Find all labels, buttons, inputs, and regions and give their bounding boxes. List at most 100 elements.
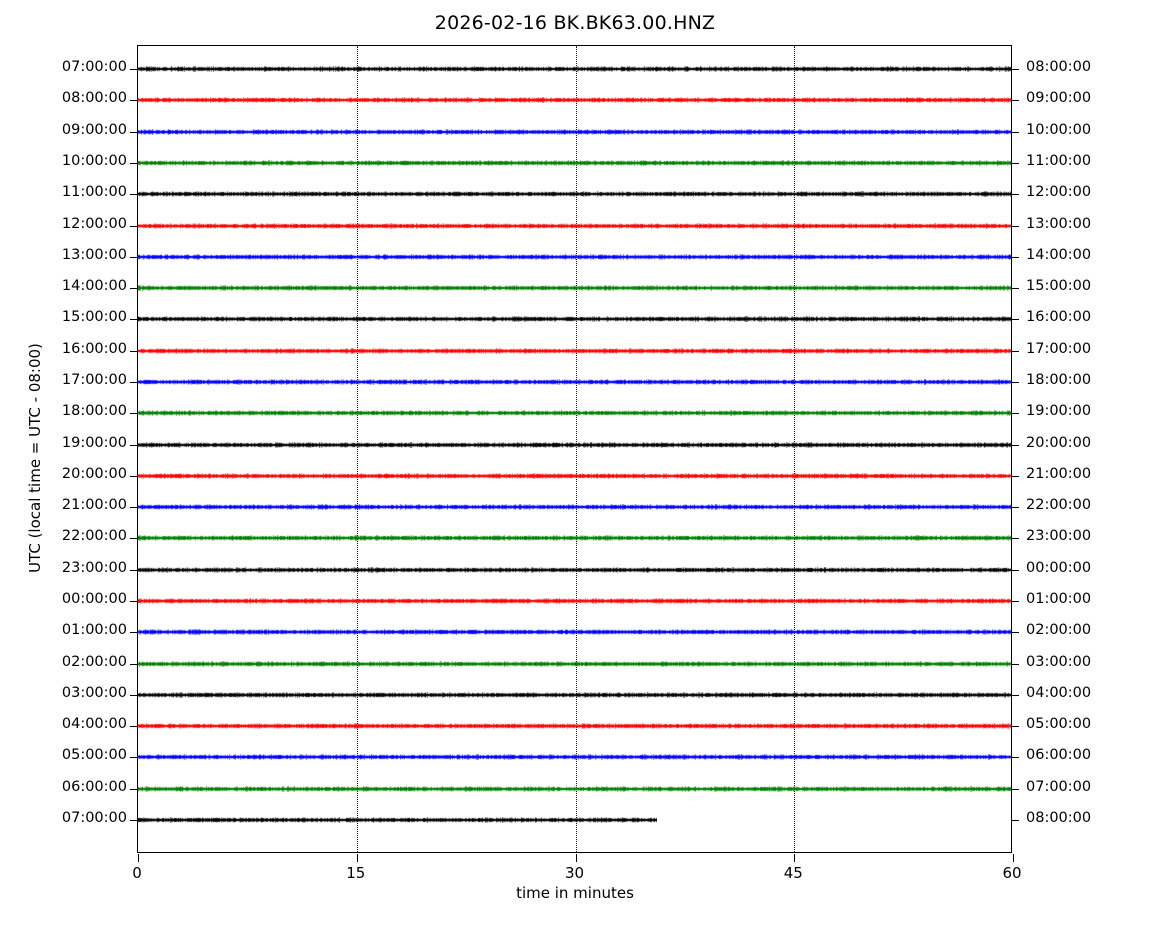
y-tick-left xyxy=(130,413,138,415)
y-tick-left xyxy=(130,569,138,571)
plot-axes xyxy=(130,45,1019,862)
y-axis-label-right: 08:00:00 xyxy=(1026,59,1092,75)
waveform-trace xyxy=(138,598,1011,604)
y-axis-label-right: 15:00:00 xyxy=(1026,278,1092,294)
y-axis-label-left: 22:00:00 xyxy=(61,528,127,545)
y-axis-label-right: 10:00:00 xyxy=(1026,121,1092,138)
y-axis-label-right: 01:00:00 xyxy=(1026,591,1092,607)
y-axis-label-right: 06:00:00 xyxy=(1026,747,1092,764)
y-axis-label-right: 21:00:00 xyxy=(1026,465,1092,482)
y-tick-left xyxy=(130,475,138,477)
gridline-vertical xyxy=(794,46,796,852)
y-tick-right xyxy=(1011,601,1019,602)
waveform-trace xyxy=(138,504,1011,511)
waveform-trace xyxy=(138,566,1011,573)
y-axis-label-right: 19:00:00 xyxy=(1026,403,1092,420)
y-tick-right xyxy=(1011,475,1019,477)
y-tick-left xyxy=(130,632,138,634)
y-tick-right xyxy=(1011,225,1019,227)
waveform-trace xyxy=(138,410,1011,417)
y-axis-label-left: 21:00:00 xyxy=(61,497,127,514)
y-axis-label-left: 10:00:00 xyxy=(61,152,127,169)
y-tick-right xyxy=(1011,381,1019,383)
waveform-trace xyxy=(138,378,1011,385)
y-tick-right xyxy=(1011,162,1019,164)
y-axis-label-left: 16:00:00 xyxy=(61,340,127,357)
y-tick-left xyxy=(130,663,138,665)
y-tick-right xyxy=(1011,256,1019,258)
y-tick-left xyxy=(130,757,138,759)
y-tick-left xyxy=(130,319,138,321)
waveform-trace xyxy=(138,691,1011,698)
y-axis-label-left: 15:00:00 xyxy=(61,309,127,326)
x-tick xyxy=(356,854,358,862)
x-tick xyxy=(575,854,577,862)
y-axis-label-left: 03:00:00 xyxy=(61,684,127,701)
y-tick-left xyxy=(130,381,138,383)
y-axis-label-right: 07:00:00 xyxy=(1026,778,1092,795)
y-axis-label-left: 08:00:00 xyxy=(61,90,127,107)
y-tick-right xyxy=(1011,788,1019,790)
page-title: 2026-02-16 BK.BK63.00.HNZ xyxy=(434,12,716,34)
x-axis-tick-label: 15 xyxy=(346,864,366,882)
y-tick-right xyxy=(1011,131,1019,133)
waveform-trace xyxy=(138,660,1011,667)
y-tick-right xyxy=(1011,694,1019,696)
y-axis-label-right: 00:00:00 xyxy=(1026,559,1092,576)
y-axis-label-left: 11:00:00 xyxy=(61,184,127,201)
x-axis-tick-label: 0 xyxy=(132,864,142,882)
waveform-trace xyxy=(138,754,1011,761)
y-tick-right xyxy=(1011,820,1019,821)
y-axis-label-right: 08:00:00 xyxy=(1026,810,1092,826)
y-tick-right xyxy=(1011,194,1019,196)
waveform-trace xyxy=(138,347,1011,354)
y-tick-right xyxy=(1011,444,1019,446)
y-axis-label-left: 14:00:00 xyxy=(61,278,127,294)
y-tick-left xyxy=(130,69,138,70)
x-axis-tick-label: 30 xyxy=(564,864,585,882)
waveform-trace xyxy=(138,316,1011,323)
y-axis-label-right: 02:00:00 xyxy=(1026,622,1092,639)
plot-area xyxy=(138,46,1011,852)
y-tick-left xyxy=(130,194,138,196)
y-axis-title: UTC (local time = UTC - 08:00) xyxy=(26,343,44,573)
y-axis-label-left: 07:00:00 xyxy=(61,810,127,826)
y-axis-label-left: 01:00:00 xyxy=(61,622,127,639)
x-tick xyxy=(1013,854,1014,862)
y-axis-label-right: 03:00:00 xyxy=(1026,653,1092,670)
waveform-trace xyxy=(138,441,1011,448)
y-tick-left xyxy=(130,601,138,602)
x-axis-tick-label: 45 xyxy=(783,864,803,882)
x-tick xyxy=(138,854,139,862)
y-axis-label-right: 05:00:00 xyxy=(1026,716,1092,733)
y-tick-left xyxy=(130,100,138,102)
y-tick-right xyxy=(1011,726,1019,728)
y-axis-label-right: 11:00:00 xyxy=(1026,152,1092,169)
waveform-trace xyxy=(138,159,1011,166)
y-axis-label-left: 12:00:00 xyxy=(61,215,127,232)
y-axis-label-left: 02:00:00 xyxy=(61,653,127,670)
waveform-trace xyxy=(138,97,1011,104)
waveform-trace xyxy=(138,222,1011,229)
y-axis-label-right: 17:00:00 xyxy=(1026,340,1092,357)
waveform-trace xyxy=(138,817,658,823)
y-axis-label-right: 04:00:00 xyxy=(1026,684,1092,701)
y-axis-label-left: 05:00:00 xyxy=(61,747,127,764)
y-tick-right xyxy=(1011,69,1019,70)
waveform-trace xyxy=(138,253,1011,260)
y-tick-right xyxy=(1011,757,1019,759)
y-axis-label-left: 06:00:00 xyxy=(61,778,127,795)
y-tick-right xyxy=(1011,632,1019,634)
waveform-trace xyxy=(138,629,1011,636)
y-axis-label-right: 23:00:00 xyxy=(1026,528,1092,545)
y-axis-label-left: 23:00:00 xyxy=(61,559,127,576)
waveform-trace xyxy=(138,723,1011,730)
y-tick-left xyxy=(130,288,138,289)
y-tick-left xyxy=(130,507,138,509)
y-tick-right xyxy=(1011,413,1019,415)
y-tick-right xyxy=(1011,100,1019,102)
y-axis-label-left: 07:00:00 xyxy=(61,59,127,75)
y-tick-right xyxy=(1011,569,1019,571)
y-tick-left xyxy=(130,131,138,133)
